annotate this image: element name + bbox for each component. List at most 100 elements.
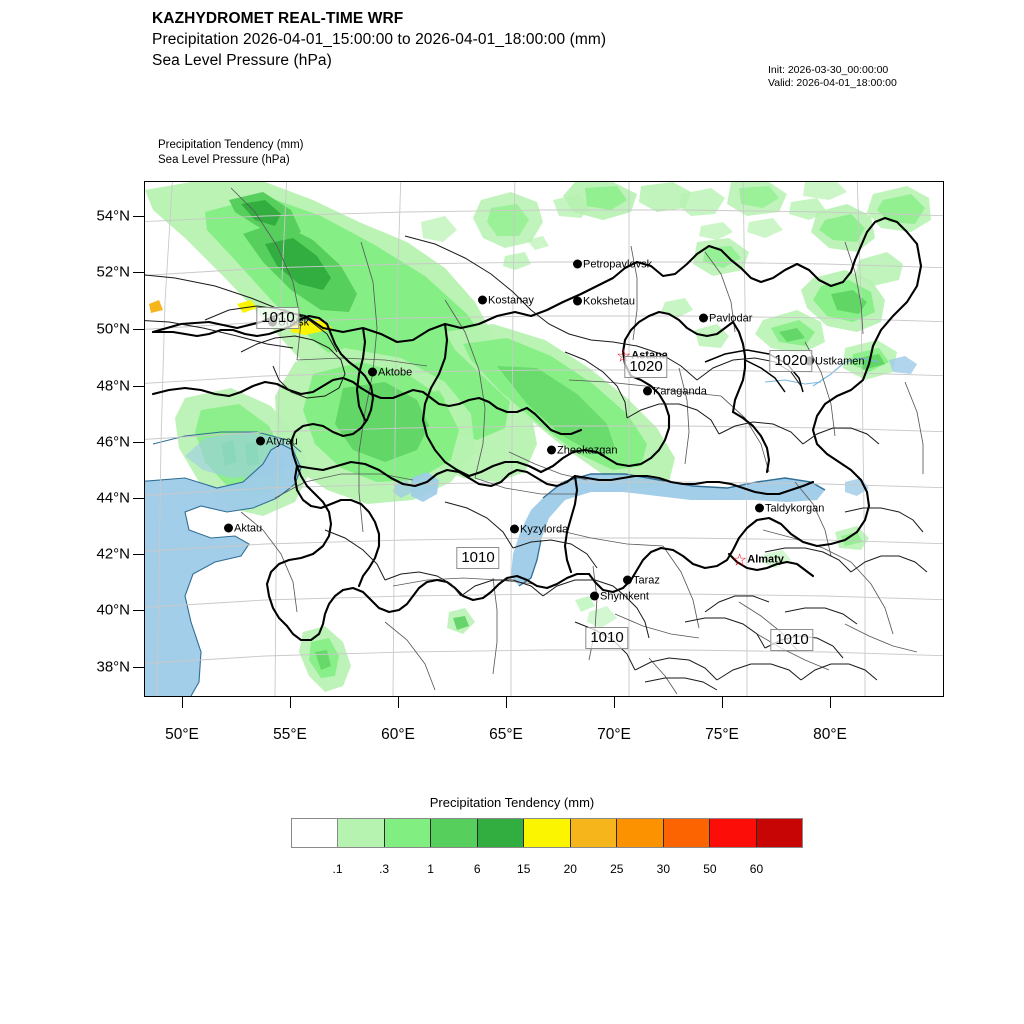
city-marker[interactable]: Shymkent [590,590,649,603]
colorbar-tick-label: .3 [379,862,390,876]
city-marker[interactable]: Karaganda [643,385,707,398]
longitude-tick-label: 65°E [489,726,523,743]
city-dot-icon [510,524,519,534]
city-name-label: Shymkent [600,590,649,603]
city-dot-icon [643,386,652,396]
longitude-tick-mark [830,697,831,708]
colorbar-swatch [384,819,432,847]
latitude-tick-mark [133,216,144,217]
city-name-label: Taldykorgan [765,502,825,515]
colorbar-swatch [431,819,478,847]
latitude-axis: 54°N 52°N 50°N 48°N 46°N 44°N 42°N 40°N 38°N [0,0,144,1024]
colorbar-tick-label: 1 [427,862,434,876]
colorbar-swatch [570,819,618,847]
city-marker[interactable]: Ustkamen [805,355,865,368]
city-marker[interactable]: Zheekazgan [547,444,618,457]
city-dot-icon [755,503,764,513]
latitude-tick-mark [133,442,144,443]
panel-caption: Precipitation Tendency (mm) Sea Level Pr… [158,138,304,168]
latitude-tick-label: 44°N [96,489,130,507]
map-canvas[interactable]: PetropavlovskKostanayKokshetauPavlodarUr… [144,181,944,697]
city-name-label: Almaty [747,553,784,566]
colorbar-tick-label: 50 [703,862,717,876]
city-name-label: Zheekazgan [557,444,618,457]
water-bodies-layer [145,356,917,696]
precipitation-period-line: Precipitation 2026-04-01_15:00:00 to 202… [152,31,607,48]
city-marker[interactable]: Pavlodar [699,313,752,325]
colorbar-swatch [617,819,664,847]
country-borders-layer [151,216,923,642]
longitude-tick-label: 70°E [597,726,631,743]
city-dot-icon [547,445,556,455]
city-marker[interactable]: Aktau [224,523,262,535]
capital-star-icon: ☆ [732,550,748,570]
precip-shading-layer [145,182,931,692]
isobar-value-label: 1010 [456,547,500,569]
sea-level-pressure-line: Sea Level Pressure (hPa) [152,52,332,69]
isobar-value-label: 1020 [624,356,668,378]
colorbar-swatch [710,819,757,847]
city-name-label: Taraz [633,574,660,587]
longitude-tick-label: 75°E [705,726,739,743]
colorbar-swatch [524,819,571,847]
longitude-tick-label: 60°E [381,726,415,743]
colorbar-swatch [338,819,385,847]
colorbar-swatch [663,819,711,847]
longitude-tick-mark [722,697,723,708]
header-block: KAZHYDROMET REAL-TIME WRF Precipitation … [152,8,852,71]
city-marker[interactable]: ☆Almaty [732,550,784,570]
city-name-label: Kokshetau [583,295,635,308]
colorbar-tick-label: 15 [517,862,531,876]
colorbar-tick-label: 60 [749,862,764,876]
longitude-tick-mark [398,697,399,708]
city-name-label: Atyrau [266,435,298,448]
city-dot-icon [256,436,265,446]
run-info-block: Init: 2026-03-30_00:00:00 Valid: 2026-04… [768,64,897,90]
valid-time-label: Valid: 2026-04-01_18:00:00 [768,77,897,89]
city-name-label: Aktobe [378,366,413,379]
latitude-tick-mark [133,554,144,555]
city-dot-icon [224,523,233,533]
city-marker[interactable]: Taldykorgan [755,502,825,515]
isobar-value-label: 1010 [585,627,629,649]
colorbar-tick-label: 20 [563,862,577,876]
page-title: KAZHYDROMET REAL-TIME WRF [152,10,404,27]
colorbar-title: Precipitation Tendency (mm) [429,795,595,810]
latitude-tick-mark [133,667,144,668]
colorbar-tick-labels: .1 .3 1 6 15 20 25 30 50 60 [291,862,803,880]
city-marker[interactable]: Aktobe [368,366,413,379]
city-name-label: Kostanay [488,294,534,307]
colorbar-tick-label: 25 [610,862,624,876]
city-marker[interactable]: Kyzylorda [510,524,568,536]
city-name-label: Karaganda [653,385,707,398]
city-name-label: Petropavlovsk [583,258,653,271]
panel-caption-slp: Sea Level Pressure (hPa) [158,154,290,166]
longitude-tick-mark [182,697,183,708]
colorbar-tick-label: 30 [656,862,671,876]
longitude-tick-label: 80°E [813,726,847,743]
isobar-1020-highlight [704,349,804,393]
city-dot-icon [623,575,632,585]
init-time-label: Init: 2026-03-30_00:00:00 [768,64,889,76]
latitude-tick-label: 46°N [96,433,130,451]
isobar-value-label: 1010 [770,629,814,651]
city-dot-icon [573,296,582,306]
city-marker[interactable]: Kokshetau [573,295,635,308]
isobar-value-label: 1020 [769,350,813,372]
city-name-label: Ustkamen [815,355,865,368]
latitude-tick-mark [133,386,144,387]
latitude-tick-label: 54°N [96,207,130,225]
city-marker[interactable]: Petropavlovsk [573,258,653,271]
city-marker[interactable]: Atyrau [256,435,298,448]
colorbar-swatch [477,819,525,847]
colorbar-swatch [756,819,802,847]
latitude-tick-label: 42°N [96,545,130,563]
city-dot-icon [573,259,582,269]
city-marker[interactable]: Kostanay [478,294,534,307]
isobar-value-label: 1010 [256,307,300,329]
precipitation-colorbar[interactable] [291,818,803,848]
city-marker[interactable]: Taraz [623,574,660,587]
latitude-tick-label: 38°N [96,658,130,676]
longitude-tick-mark [614,697,615,708]
